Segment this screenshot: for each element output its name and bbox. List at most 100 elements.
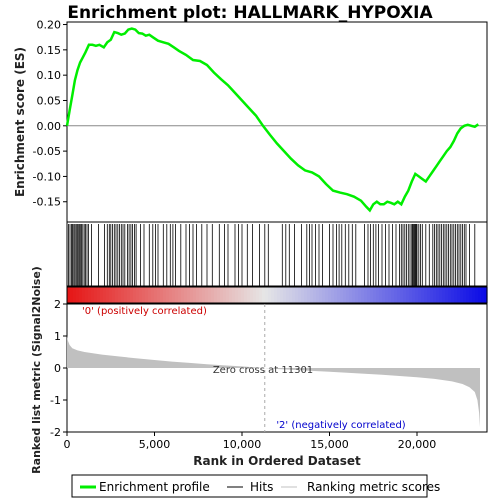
color-bar-segment	[226, 287, 230, 303]
metric-y-label: Ranked list metric (Signal2Noise)	[30, 266, 43, 474]
color-bar-segment	[346, 287, 350, 303]
color-bar-segment	[373, 287, 377, 303]
color-bar-frame	[66, 286, 488, 304]
color-bar-segment	[190, 287, 194, 303]
color-bar-segment	[88, 287, 92, 303]
color-bar-segment	[463, 287, 467, 303]
color-bar-segment	[100, 287, 104, 303]
color-bar-segment	[244, 287, 248, 303]
color-bar-segment	[241, 287, 245, 303]
color-bar-segment	[193, 287, 197, 303]
color-bar-segment	[118, 287, 122, 303]
color-bar-segment	[229, 287, 233, 303]
color-bar-segment	[169, 287, 173, 303]
color-bar-segment	[73, 287, 77, 303]
color-bar-segment	[361, 287, 365, 303]
color-bar-segment	[283, 287, 287, 303]
x-tick-label: 0	[64, 438, 71, 451]
color-bar-segment	[403, 287, 407, 303]
color-bar-segment	[259, 287, 263, 303]
color-bar-segment	[133, 287, 137, 303]
color-bar-segment	[217, 287, 221, 303]
color-bar-segment	[391, 287, 395, 303]
negative-correlation-label: '2' (negatively correlated)	[276, 420, 405, 431]
legend	[71, 474, 428, 498]
color-bar-segment	[379, 287, 383, 303]
metric-y-tick-label: 1	[54, 330, 61, 343]
color-bar-segment	[208, 287, 212, 303]
color-bar-segment	[247, 287, 251, 303]
color-bar-segment	[430, 287, 434, 303]
color-bar-segment	[265, 287, 269, 303]
color-bar-segment	[406, 287, 410, 303]
color-bar-segment	[469, 287, 473, 303]
x-tick-label: 5,000	[139, 438, 171, 451]
color-bar-segment	[160, 287, 164, 303]
color-bar-segment	[376, 287, 380, 303]
color-bar-segment	[478, 287, 482, 303]
color-bar-segment	[166, 287, 170, 303]
color-bar-segment	[481, 287, 485, 303]
color-bar-segment	[397, 287, 401, 303]
color-bar-segment	[424, 287, 428, 303]
color-bar-segment	[328, 287, 332, 303]
color-bar-segment	[223, 287, 227, 303]
color-bar-segment	[187, 287, 191, 303]
es-y-tick-label: -0.05	[33, 145, 61, 158]
color-bar-segment	[388, 287, 392, 303]
metric-y-tick-label: -2	[50, 426, 61, 439]
color-bar-segment	[112, 287, 116, 303]
color-bar-segment	[181, 287, 185, 303]
color-bar-segment	[307, 287, 311, 303]
color-bar-segment	[343, 287, 347, 303]
color-bar-segment	[442, 287, 446, 303]
x-tick-label: 20,000	[398, 438, 437, 451]
color-bar-segment	[214, 287, 218, 303]
legend-metric-label: Ranking metric scores	[307, 480, 440, 494]
x-axis: 0 5,000 10,000 15,000 20,000	[64, 432, 437, 451]
color-bar-segment	[235, 287, 239, 303]
color-bar-segment	[421, 287, 425, 303]
color-bar-segment	[313, 287, 317, 303]
color-bar-segment	[109, 287, 113, 303]
x-tick-label: 15,000	[310, 438, 349, 451]
es-y-tick-label: 0.10	[37, 69, 62, 82]
color-bar-segment	[250, 287, 254, 303]
legend-hits-label: Hits	[250, 480, 273, 494]
color-bar-segment	[400, 287, 404, 303]
color-bar-segment	[316, 287, 320, 303]
color-bar-segment	[97, 287, 101, 303]
color-bar-segment	[130, 287, 134, 303]
color-bar-segment	[211, 287, 215, 303]
color-bar-segment	[148, 287, 152, 303]
color-bar-segment	[115, 287, 119, 303]
legend-es-label: Enrichment profile	[99, 480, 210, 494]
color-bar-segment	[319, 287, 323, 303]
color-bar-segment	[172, 287, 176, 303]
color-bar-segment	[301, 287, 305, 303]
color-bar-segment	[418, 287, 422, 303]
color-bar-segment	[139, 287, 143, 303]
chart-title: Enrichment plot: HALLMARK_HYPOXIA	[67, 3, 433, 23]
color-bar-segment	[289, 287, 293, 303]
color-bar-segment	[274, 287, 278, 303]
color-bar-segment	[358, 287, 362, 303]
color-bar-segment	[295, 287, 299, 303]
es-y-label: Enrichment score (ES)	[13, 47, 27, 197]
color-bar-segment	[220, 287, 224, 303]
color-bar-segment	[415, 287, 419, 303]
color-bar-segment	[352, 287, 356, 303]
color-bar-segment	[367, 287, 371, 303]
color-bar-segment	[460, 287, 464, 303]
color-bar-segment	[409, 287, 413, 303]
color-bar-segment	[451, 287, 455, 303]
es-y-tick-label: 0.00	[37, 120, 62, 133]
metric-y-axis: 2 1 0 -1 -2	[50, 298, 67, 439]
color-bar-segment	[124, 287, 128, 303]
color-bar-segment	[205, 287, 209, 303]
color-bar-segment	[67, 287, 71, 303]
color-bar-segment	[457, 287, 461, 303]
rank-color-bar	[66, 286, 488, 304]
x-axis-label: Rank in Ordered Dataset	[193, 454, 361, 468]
color-bar-segment	[472, 287, 476, 303]
